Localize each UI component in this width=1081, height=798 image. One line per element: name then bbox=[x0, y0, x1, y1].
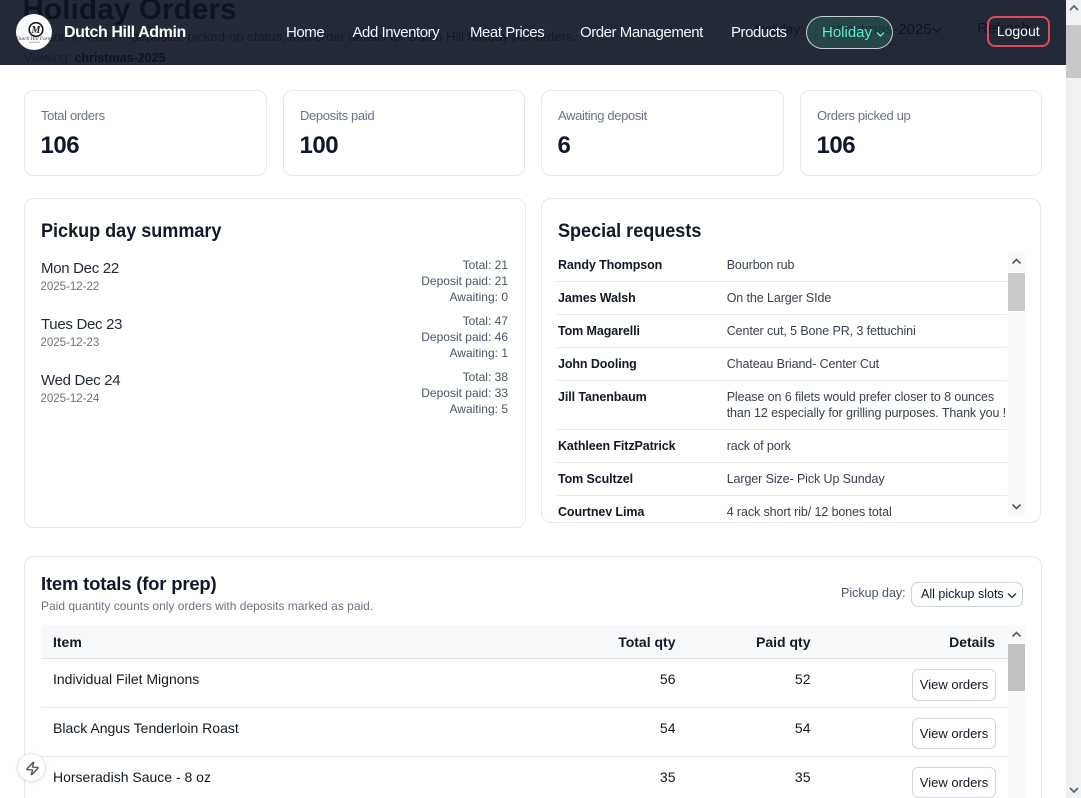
svg-text:Dutch Hill Farm: Dutch Hill Farm bbox=[16, 36, 52, 42]
svg-text:M: M bbox=[31, 25, 42, 36]
